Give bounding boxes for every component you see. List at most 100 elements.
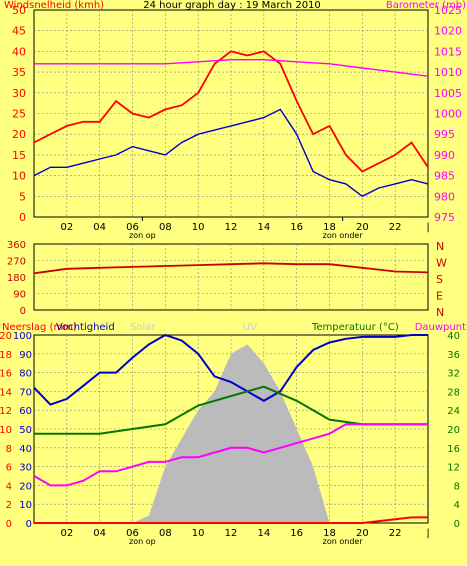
sun-label: zon onder — [323, 231, 364, 240]
temp-axis-title: Temperatuur (°C) — [311, 322, 399, 333]
sun-label: zon op — [129, 231, 156, 240]
gust-line — [33, 50, 429, 173]
x-tick-label: 18 — [323, 222, 336, 233]
x-tick-label: 16 — [290, 528, 303, 539]
temp-tick-label: 40 — [447, 331, 460, 342]
rain-axis-title: Neerslag (mm) — [2, 322, 77, 333]
baro-tick-label: 990 — [434, 149, 455, 162]
wind-tick-label: 45 — [12, 25, 26, 38]
baro-line — [34, 59, 429, 77]
temp-tick-label: 0 — [454, 519, 460, 530]
x-tick-label: 18 — [323, 528, 336, 539]
compass-label: E — [436, 290, 443, 303]
baro-tick-label: 1015 — [434, 45, 462, 58]
humidity-tick-label: 30 — [19, 463, 32, 474]
wind-tick-label: 10 — [12, 170, 26, 183]
rain-tick-label: 14 — [0, 387, 12, 398]
x-tick-label: 22 — [389, 528, 402, 539]
dewpoint-line — [33, 423, 428, 487]
wind-tick-label: 0 — [19, 211, 26, 224]
x-tick-label: 12 — [225, 528, 238, 539]
dir-tick-label: 90 — [13, 290, 26, 301]
dir-tick-label: 360 — [7, 240, 26, 251]
baro-tick-label: 1020 — [434, 25, 462, 38]
x-tick-label: 14 — [257, 222, 270, 233]
rain-tick-label: 16 — [0, 369, 12, 380]
temp-tick-label: 12 — [447, 463, 460, 474]
humidity-tick-label: 0 — [26, 519, 32, 530]
x-tick-label: 22 — [389, 222, 402, 233]
dir-tick-label: 0 — [20, 306, 26, 317]
rain-tick-label: 18 — [0, 350, 12, 361]
x-tick-label: 10 — [192, 222, 205, 233]
rain-tick-label: 20 — [0, 331, 12, 342]
x-tick-label: 16 — [290, 222, 303, 233]
humidity-line — [33, 333, 428, 406]
temp-tick-label: 28 — [447, 387, 460, 398]
temp-tick-label: 32 — [447, 369, 460, 380]
humidity-tick-label: 90 — [19, 350, 32, 361]
x-tick-label: 14 — [257, 528, 270, 539]
humidity-tick-label: 40 — [19, 444, 32, 455]
baro-axis-title: Barometer (mb) — [386, 0, 466, 11]
x-tick-label: 04 — [93, 222, 106, 233]
speed-line — [33, 108, 429, 198]
wind-tick-label: 40 — [12, 45, 26, 58]
compass-label: W — [436, 257, 447, 270]
wind-tick-label: 30 — [12, 87, 26, 100]
humidity-tick-label: 100 — [13, 331, 32, 342]
rain-tick-label: 4 — [6, 481, 12, 492]
solar-area — [34, 344, 428, 523]
solar-label: Solar — [130, 322, 156, 333]
compass-label: S — [436, 273, 443, 286]
baro-tick-label: 975 — [434, 211, 455, 224]
rain-tick-label: 12 — [0, 406, 12, 417]
humidity-tick-label: 10 — [19, 500, 32, 511]
x-tick-label: 04 — [93, 528, 106, 539]
x-tick-label: 20 — [356, 222, 369, 233]
compass-label: N — [436, 240, 444, 253]
humidity-tick-label: 70 — [19, 387, 32, 398]
wind-direction-line — [33, 262, 429, 275]
dew-axis-title: Dauwpunt — [415, 322, 466, 333]
x-tick-label: 02 — [60, 222, 73, 233]
temp-tick-label: 24 — [447, 406, 460, 417]
wind-tick-label: 50 — [12, 4, 26, 17]
x-tick-label: 08 — [159, 222, 172, 233]
wind-tick-label: 5 — [19, 190, 26, 203]
x-end-mark: | — [426, 222, 429, 233]
uv-label: UV — [243, 322, 257, 333]
x-tick-label: 06 — [126, 528, 139, 539]
humidity-tick-label: 60 — [19, 406, 32, 417]
humidity-tick-label: 80 — [19, 369, 32, 380]
dir-tick-label: 270 — [7, 257, 26, 268]
baro-tick-label: 1000 — [434, 108, 462, 121]
humidity-tick-label: 20 — [19, 481, 32, 492]
baro-tick-label: 995 — [434, 128, 455, 141]
sun-label: zon onder — [323, 537, 364, 546]
x-tick-label: 08 — [159, 528, 172, 539]
baro-tick-label: 1025 — [434, 4, 462, 17]
rain-tick-label: 10 — [0, 425, 12, 436]
compass-label: N — [436, 306, 444, 319]
sun-label: zon op — [129, 537, 156, 546]
wind-tick-label: 15 — [12, 149, 26, 162]
rain-tick-label: 8 — [6, 444, 12, 455]
baro-tick-label: 980 — [434, 190, 455, 203]
temp-tick-label: 8 — [454, 481, 460, 492]
humidity-axis-title: Vochtigheid — [56, 322, 115, 333]
wind-tick-label: 35 — [12, 66, 26, 79]
temp-tick-label: 36 — [447, 350, 460, 361]
direction-panel — [33, 243, 429, 311]
temp-tick-label: 4 — [454, 500, 460, 511]
wind-axis-title: Windsnelheid (kmh) — [4, 0, 104, 11]
rain-tick-label: 0 — [6, 519, 12, 530]
baro-tick-label: 1010 — [434, 66, 462, 79]
x-tick-label: 06 — [126, 222, 139, 233]
wind-tick-label: 20 — [12, 128, 26, 141]
dir-tick-label: 180 — [7, 273, 26, 284]
x-end-mark: | — [426, 528, 429, 539]
chart-title: 24 hour graph day : 19 March 2010 — [143, 0, 321, 11]
temp-tick-label: 20 — [447, 425, 460, 436]
